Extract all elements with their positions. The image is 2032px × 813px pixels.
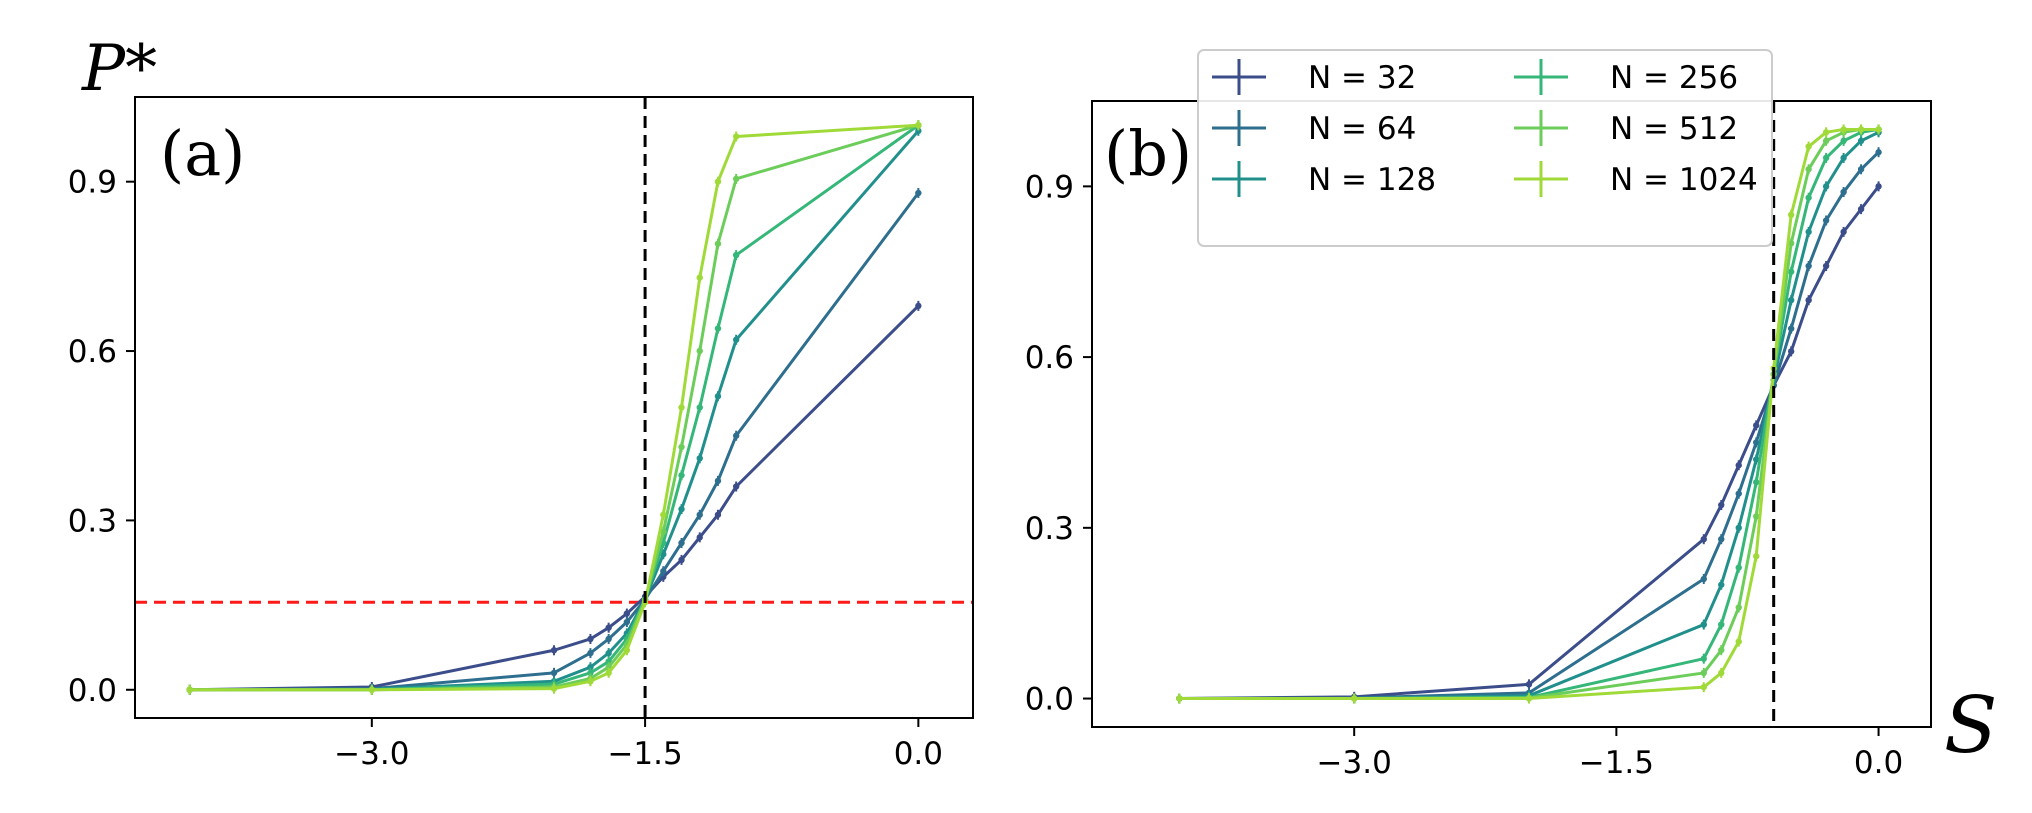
panel-b-y-tick-label: 0.6	[1025, 340, 1074, 376]
panel-a-y-tick-label: 0.9	[68, 165, 117, 201]
panel-a-x-tick-label: 0.0	[894, 736, 943, 772]
panel-a-frame	[134, 96, 974, 719]
panel-a-label: (a)	[160, 117, 245, 190]
legend-label-3: N = 128	[1308, 162, 1436, 198]
panel-a-y-tick-label: 0.3	[68, 503, 117, 539]
panel-b-y-tick-label: 0.0	[1025, 682, 1074, 718]
panel-a-x-tick-label: −3.0	[334, 736, 409, 772]
panel-a-x-tick-label: −1.5	[607, 736, 682, 772]
panel-a-series-line-4	[189, 124, 920, 692]
panel-b-x-tick-label: 0.0	[1854, 745, 1903, 781]
panel-a-y-tick-label: 0.0	[68, 673, 117, 709]
panel-b-y-tick-label: 0.3	[1025, 511, 1074, 547]
legend: N = 32 N = 64 N = 128 N = 256 N = 512 N = 102…	[1197, 49, 1773, 247]
legend-box	[1197, 49, 1773, 247]
panel-b-series-line-5	[1179, 127, 1879, 701]
panel-b-x-tick-label: −1.5	[1579, 745, 1654, 781]
panel-b-x-tick-label: −3.0	[1317, 745, 1392, 781]
x-axis-label: S	[1944, 681, 1997, 771]
panel-a-y-tick-label: 0.6	[68, 334, 117, 370]
panel-b: 0.0 0.3 0.6 0.9 −3.0 −1.5 0.0 (b)	[1025, 100, 1932, 781]
panel-a: 0.0 0.3 0.6 0.9 −3.0 −1.5 0.0 (a)	[68, 96, 974, 772]
panel-a-series-line-5	[189, 123, 919, 692]
panel-b-label: (b)	[1104, 117, 1192, 190]
panel-a-series-line-6	[189, 123, 919, 692]
panel-a-series-line-2	[189, 192, 920, 692]
legend-label-1: N = 32	[1308, 60, 1416, 96]
legend-label-2: N = 64	[1308, 111, 1416, 147]
panel-a-series-line-3	[189, 129, 920, 692]
panel-b-series-line-4	[1179, 127, 1879, 701]
panel-a-series-line-1	[189, 304, 920, 692]
legend-label-6: N = 1024	[1610, 162, 1758, 198]
legend-label-4: N = 256	[1610, 60, 1738, 96]
panel-b-y-tick-label: 0.9	[1025, 169, 1074, 205]
legend-label-5: N = 512	[1610, 111, 1738, 147]
y-axis-label: P*	[81, 32, 157, 106]
panel-b-series-line-1	[1179, 185, 1880, 701]
